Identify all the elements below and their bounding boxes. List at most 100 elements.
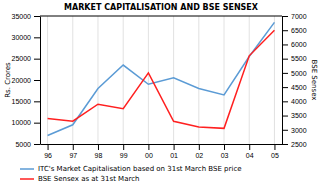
y2-axis-title: BSE Sensex (310, 60, 318, 101)
tick-mark (34, 101, 40, 102)
legend-label: BSE Sensex as at 31st March (38, 175, 139, 183)
series-line (48, 30, 275, 128)
y-axis: 5000 10000 15000 20000 25000 30000 35000 (12, 13, 41, 148)
tick-mark (282, 130, 288, 131)
tick: 25000 (12, 55, 40, 62)
tick: 97 (69, 144, 77, 159)
tick-label: 00 (145, 152, 153, 159)
tick-mark (148, 144, 149, 150)
tick-mark (282, 44, 288, 45)
grid-line (148, 16, 149, 144)
tick: 98 (95, 144, 103, 159)
tick: 20000 (12, 77, 40, 84)
grid-line (173, 16, 174, 144)
tick-mark (282, 73, 288, 74)
tick: 03 (221, 144, 229, 159)
tick-label: 6000 (291, 41, 307, 48)
chart: 9697989900010203040550001000015000200002… (0, 0, 322, 186)
tick-mark (224, 144, 225, 150)
tick: 2500 (282, 141, 307, 148)
tick: 4500 (282, 84, 307, 91)
tick: 3500 (282, 112, 307, 119)
tick: 5000 (282, 70, 307, 77)
tick: 01 (170, 144, 178, 159)
tick-mark (34, 16, 40, 17)
tick: 05 (271, 144, 279, 159)
tick-label: 98 (95, 152, 103, 159)
tick-mark (48, 144, 49, 150)
grid-line (123, 16, 124, 144)
tick-mark (274, 144, 275, 150)
tick-label: 30000 (12, 34, 32, 41)
tick-mark (174, 144, 175, 150)
tick-label: 5000 (291, 70, 307, 77)
series-line (48, 22, 275, 135)
legend-item: ITC's Market Capitalisation based on 31s… (20, 165, 242, 173)
y-axis-title: Rs. Crores (4, 62, 12, 98)
tick-label: 99 (120, 152, 128, 159)
tick-mark (73, 144, 74, 150)
tick: 30000 (12, 34, 40, 41)
marks (48, 16, 275, 144)
tick-mark (34, 59, 40, 60)
tick-mark (34, 123, 40, 124)
x-axis: 96979899000102030405 (41, 144, 283, 159)
tick-label: 97 (69, 152, 77, 159)
tick-label: 05 (271, 152, 279, 159)
tick-label: 2500 (291, 141, 307, 148)
tick: 96 (44, 144, 52, 159)
legend-item: BSE Sensex as at 31st March (20, 175, 139, 183)
y2-axis: 2500 3000 3500 4000 4500 5000 5500 6000 6500 7000 (282, 13, 307, 148)
tick-label: 01 (170, 152, 178, 159)
tick: 5000 (15, 141, 40, 148)
axis-domain (40, 17, 41, 145)
tick-mark (34, 37, 40, 38)
tick-label: 15000 (12, 98, 32, 105)
tick: 6500 (282, 27, 307, 34)
tick: 6000 (282, 41, 307, 48)
axis-domain (282, 17, 283, 145)
tick-mark (34, 144, 40, 145)
tick: 5500 (282, 55, 307, 62)
tick: 02 (195, 144, 203, 159)
tick-label: 5500 (291, 55, 307, 62)
plot-area: 9697989900010203040550001000015000200002… (12, 13, 307, 159)
plot-frame (40, 16, 282, 17)
tick: 3000 (282, 127, 307, 134)
tick: 7000 (282, 13, 307, 20)
tick-label: 6500 (291, 27, 307, 34)
tick-label: 7000 (291, 13, 307, 20)
tick-label: 20000 (12, 77, 32, 84)
tick-label: 35000 (12, 13, 32, 20)
tick-mark (282, 144, 288, 145)
legend: ITC's Market Capitalisation based on 31s… (20, 165, 242, 183)
tick-label: 25000 (12, 55, 32, 62)
tick-mark (123, 144, 124, 150)
tick-label: 4500 (291, 84, 307, 91)
tick-mark (199, 144, 200, 150)
tick-mark (282, 30, 288, 31)
tick-label: 10000 (12, 119, 32, 126)
tick: 99 (120, 144, 128, 159)
tick: 00 (145, 144, 153, 159)
title: MARKET CAPITALISATION AND BSE SENSEX (64, 3, 259, 12)
tick-label: 3500 (291, 112, 307, 119)
tick: 15000 (12, 98, 40, 105)
tick-label: 96 (44, 152, 52, 159)
tick: 4000 (282, 98, 307, 105)
grid-line (224, 16, 225, 144)
tick-mark (282, 116, 288, 117)
tick-label: 3000 (291, 127, 307, 134)
tick-label: 03 (221, 152, 229, 159)
tick-mark (249, 144, 250, 150)
tick-label: 02 (195, 152, 203, 159)
tick-mark (282, 59, 288, 60)
tick-mark (282, 101, 288, 102)
tick-mark (34, 80, 40, 81)
grid-line (198, 16, 199, 144)
legend-swatch (20, 168, 34, 170)
grid-line (249, 16, 250, 144)
axis-domain (41, 144, 283, 145)
tick: 35000 (12, 13, 40, 20)
legend-swatch (20, 178, 34, 180)
